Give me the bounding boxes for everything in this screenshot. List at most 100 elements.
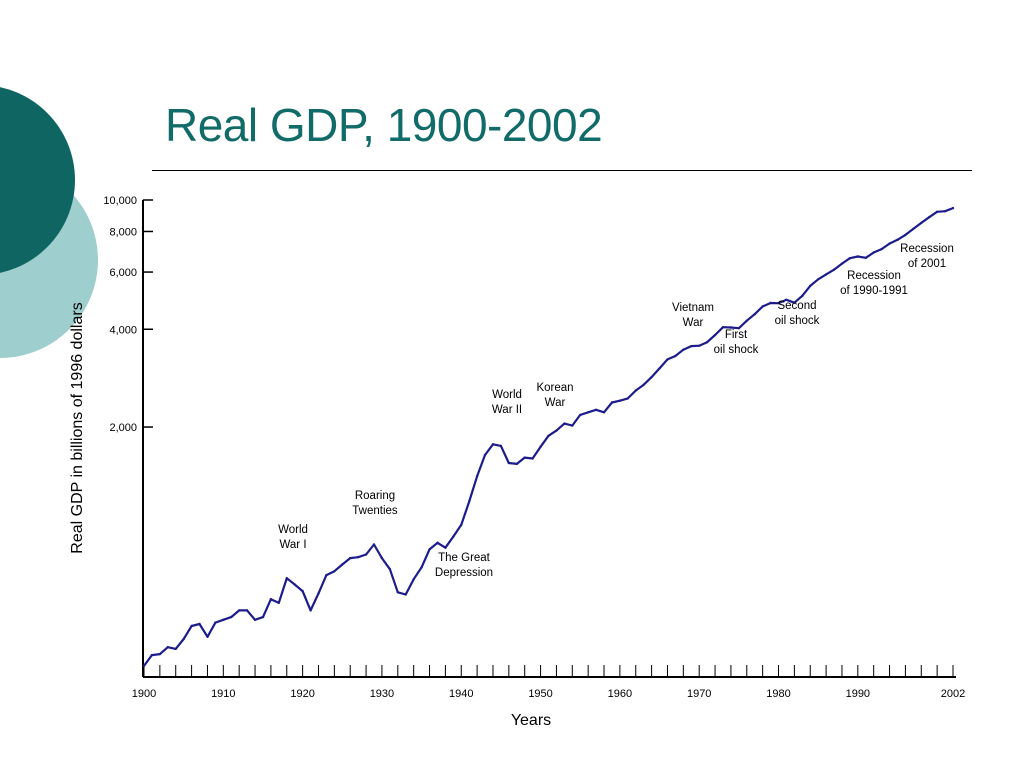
data-point <box>372 543 376 546</box>
data-point <box>436 541 439 544</box>
data-point <box>499 444 503 448</box>
slide-title: Real GDP, 1900-2002 <box>165 99 603 151</box>
data-point <box>626 397 629 400</box>
data-point <box>705 341 709 344</box>
annotation-label: World <box>278 524 308 536</box>
data-point <box>856 255 859 258</box>
data-point <box>309 609 312 612</box>
data-point <box>769 301 772 305</box>
data-point <box>579 413 582 417</box>
data-point <box>864 256 867 259</box>
data-point <box>951 206 955 210</box>
data-point <box>698 344 701 347</box>
data-point <box>745 319 748 322</box>
x-tick-label: 1960 <box>608 688 632 700</box>
data-point <box>507 461 510 465</box>
data-point <box>166 646 169 649</box>
data-point <box>896 238 899 241</box>
data-point <box>920 221 923 225</box>
data-point <box>753 313 756 316</box>
annotation-label: Recession <box>847 270 901 282</box>
data-point <box>928 216 931 219</box>
annotation-label: of 2001 <box>908 258 946 270</box>
data-point <box>460 523 463 526</box>
x-tick-label: 1900 <box>132 688 156 700</box>
data-point <box>674 354 677 358</box>
data-point <box>142 664 146 667</box>
data-point <box>515 462 518 466</box>
data-point <box>396 591 399 594</box>
y-tick-label: 8,000 <box>109 226 137 238</box>
data-point <box>912 227 915 231</box>
y-tick-label: 4,000 <box>109 324 137 336</box>
annotation-label: of 1990-1991 <box>840 285 908 297</box>
data-point <box>793 301 796 304</box>
data-point <box>658 367 661 370</box>
data-point <box>468 500 471 503</box>
data-point <box>364 553 368 556</box>
x-tick-label: 1970 <box>687 688 711 700</box>
data-point <box>817 278 820 281</box>
data-point <box>801 294 804 297</box>
data-point <box>563 422 566 425</box>
data-point <box>721 326 725 329</box>
annotation-label: Recession <box>900 243 954 255</box>
data-point <box>404 593 407 596</box>
data-point <box>880 247 883 251</box>
data-point <box>555 429 558 432</box>
annotation-label: Twenties <box>352 505 398 517</box>
annotation-label: First <box>725 329 748 341</box>
data-point <box>737 327 741 330</box>
y-tick-label: 6,000 <box>109 267 137 279</box>
data-point <box>618 399 622 402</box>
title-divider <box>152 170 972 171</box>
data-point <box>848 257 852 260</box>
data-point <box>238 609 241 612</box>
x-tick-label: 1930 <box>370 688 394 700</box>
data-point <box>785 298 788 301</box>
data-point <box>253 618 257 621</box>
data-point <box>269 598 273 601</box>
data-point <box>539 445 542 448</box>
annotation-label: War II <box>492 404 522 416</box>
annotation-label: Second <box>777 300 816 312</box>
data-point <box>523 456 526 459</box>
data-point <box>261 615 265 619</box>
data-point <box>682 348 685 351</box>
data-point <box>317 592 320 595</box>
data-point <box>634 389 637 392</box>
x-tick-label: 1950 <box>528 688 552 700</box>
data-point <box>428 548 431 551</box>
x-tick-label: 1920 <box>290 688 314 700</box>
annotation-label: oil shock <box>775 315 820 327</box>
data-point <box>333 570 336 573</box>
data-point <box>943 210 947 213</box>
data-point <box>182 637 185 641</box>
annotation-label: War I <box>279 539 306 551</box>
annotation-label: War <box>545 397 566 409</box>
y-axis-label: Real GDP in billions of 1996 dollars <box>69 302 86 553</box>
data-point <box>840 262 844 265</box>
data-point <box>547 434 550 437</box>
data-point <box>174 647 177 651</box>
x-tick-label: 2002 <box>941 688 965 700</box>
data-point <box>349 556 352 560</box>
data-point <box>610 401 614 404</box>
x-axis-label: Years <box>511 712 551 729</box>
data-point <box>571 424 574 427</box>
annotation-label: Depression <box>435 567 493 579</box>
data-point <box>809 284 812 288</box>
data-point <box>198 622 201 626</box>
data-point <box>531 457 534 460</box>
data-point <box>444 546 447 549</box>
data-point <box>380 556 384 560</box>
data-point <box>483 453 487 457</box>
data-point <box>420 566 423 569</box>
data-point <box>325 573 328 577</box>
data-point <box>690 344 693 348</box>
data-point <box>190 624 193 628</box>
decorative-circles <box>0 87 98 358</box>
data-point <box>650 375 653 379</box>
data-point <box>206 635 209 638</box>
